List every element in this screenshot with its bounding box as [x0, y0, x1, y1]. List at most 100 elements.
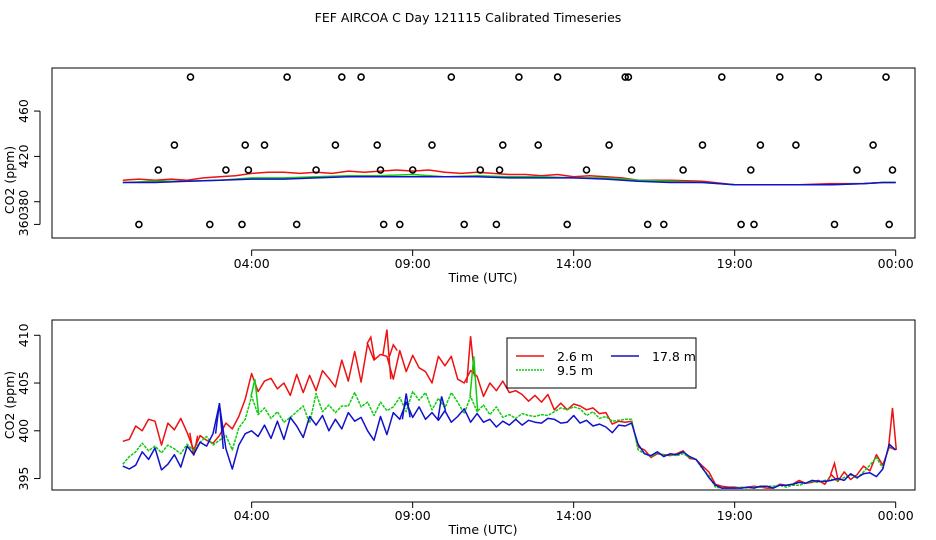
data-marker — [746, 166, 755, 174]
data-marker — [553, 73, 562, 81]
top-y-tick-label: 420 — [16, 144, 31, 168]
data-marker — [260, 141, 269, 149]
data-marker — [737, 220, 745, 229]
top-series-17-8-m — [122, 176, 896, 186]
bottom-y-tick-label: 405 — [16, 371, 31, 395]
bottom-series-lines — [122, 329, 898, 489]
bottom-series-spike — [382, 329, 392, 380]
bottom-series-spike — [366, 335, 376, 361]
bottom-panel: 04:00 09:00 14:00 19:00 00:00 395 400 405 410 T… — [2, 319, 916, 537]
bottom-x-tick-label: 09:00 — [395, 508, 431, 523]
bottom-y-axis-label: CO2 (ppm) — [2, 371, 17, 439]
bottom-y-tick-label: 395 — [16, 467, 31, 491]
data-marker — [241, 141, 249, 149]
data-marker — [775, 73, 784, 81]
data-marker — [447, 73, 456, 81]
data-marker — [337, 73, 346, 81]
bottom-series-spike — [437, 396, 447, 421]
data-marker — [238, 220, 246, 229]
data-marker — [679, 166, 687, 174]
data-marker — [643, 220, 652, 229]
bottom-series-17-8-m — [122, 401, 897, 489]
data-marker — [534, 141, 543, 149]
chart-title: FEF AIRCOA C Day 121115 Calibrated Times… — [315, 10, 622, 25]
data-marker — [492, 220, 501, 229]
data-marker — [888, 166, 897, 174]
bottom-series-spike — [250, 379, 260, 415]
top-x-tick-label: 09:00 — [395, 256, 431, 271]
top-y-tick-label: 380 — [16, 190, 31, 214]
data-marker — [206, 220, 214, 229]
data-marker — [373, 141, 382, 149]
bottom-series-spike — [214, 403, 225, 449]
data-marker — [814, 73, 823, 81]
bottom-x-tick-label: 00:00 — [878, 508, 914, 523]
data-marker — [605, 141, 613, 149]
data-marker — [869, 141, 877, 149]
data-marker — [428, 141, 436, 149]
data-marker — [135, 220, 143, 229]
top-series-lines — [122, 169, 896, 186]
bottom-y-tick-label: 410 — [16, 323, 31, 347]
bottom-x-tick-label: 04:00 — [234, 508, 270, 523]
bottom-plot-frame — [51, 319, 916, 491]
bottom-x-tick-label: 19:00 — [717, 508, 753, 523]
data-marker — [357, 73, 365, 81]
data-marker — [376, 166, 385, 174]
bottom-series-spike — [469, 356, 479, 412]
data-marker — [498, 141, 507, 149]
data-marker — [830, 220, 839, 229]
data-marker — [476, 166, 485, 174]
data-marker — [659, 220, 668, 229]
top-plot-frame — [51, 67, 916, 239]
top-x-axis-label: Time (UTC) — [447, 270, 517, 285]
data-marker — [408, 166, 417, 174]
data-marker — [698, 141, 707, 149]
data-marker — [222, 166, 230, 174]
bottom-series-spike — [388, 343, 398, 357]
bottom-x-axis-label: Time (UTC) — [447, 522, 517, 537]
data-marker — [582, 166, 591, 174]
bottom-y-axis: 395 400 405 410 — [16, 323, 41, 491]
data-marker — [495, 166, 504, 174]
bottom-series-spike — [887, 407, 898, 450]
data-marker — [154, 166, 163, 174]
bottom-y-tick-label: 400 — [16, 419, 31, 443]
top-y-tick-label: 360 — [16, 212, 31, 236]
data-marker — [624, 73, 633, 81]
data-marker — [283, 73, 291, 81]
data-marker — [379, 220, 388, 229]
data-marker — [312, 166, 320, 174]
data-marker — [186, 73, 195, 81]
legend-label-9-5m: 9.5 m — [557, 363, 593, 378]
bottom-x-axis: 04:00 09:00 14:00 19:00 00:00 — [234, 501, 914, 523]
top-x-tick-label: 04:00 — [234, 256, 270, 271]
top-data-markers — [135, 73, 897, 229]
data-marker — [885, 220, 894, 229]
data-marker — [792, 141, 800, 149]
data-marker — [717, 73, 726, 81]
top-y-axis-label: CO2 (ppm) — [2, 146, 17, 214]
top-x-tick-label: 00:00 — [878, 256, 914, 271]
top-x-tick-label: 14:00 — [556, 256, 592, 271]
legend-label-2-6m: 2.6 m — [557, 349, 593, 364]
top-series-2-6-m — [122, 169, 896, 186]
data-marker — [244, 166, 253, 174]
data-marker — [292, 220, 301, 229]
bottom-series-spike — [829, 460, 840, 482]
top-x-axis: 04:00 09:00 14:00 19:00 00:00 — [234, 249, 914, 271]
bottom-series-spike — [401, 393, 411, 420]
legend-box — [506, 337, 697, 389]
data-marker — [515, 73, 523, 81]
data-marker — [750, 220, 758, 229]
bottom-series-spike — [189, 432, 199, 456]
data-marker — [395, 220, 404, 229]
bottom-series-9-5-m — [122, 390, 897, 489]
legend: 2.6 m 17.8 m 9.5 m — [506, 337, 697, 389]
top-x-tick-label: 19:00 — [717, 256, 753, 271]
bottom-x-tick-label: 14:00 — [556, 508, 592, 523]
data-marker — [460, 220, 469, 229]
top-y-tick-label: 460 — [16, 99, 31, 123]
